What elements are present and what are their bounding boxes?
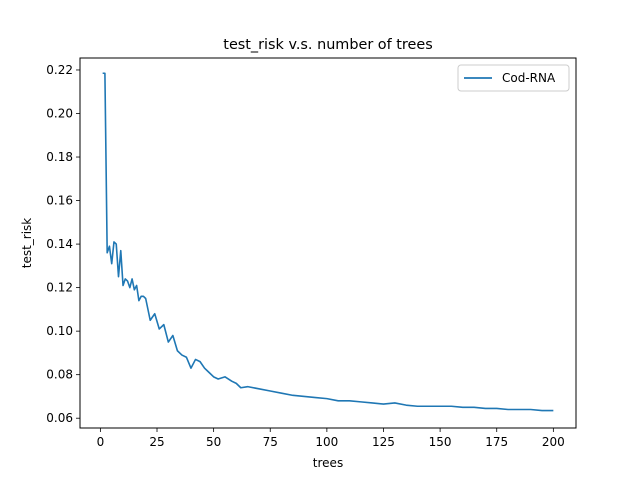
plot-frame <box>79 57 577 429</box>
y-tick-label: 0.14 <box>46 237 73 251</box>
y-axis: 0.06 0.08 0.10 0.12 0.14 0.16 0.18 0.20 0.22 <box>46 63 80 425</box>
series-line-cod-rna <box>102 72 554 412</box>
series-layer <box>102 72 554 412</box>
legend-label-cod-rna: Cod-RNA <box>502 71 556 85</box>
x-tick-label: 200 <box>542 435 565 449</box>
y-axis-label: test_risk <box>20 218 34 269</box>
y-tick-label: 0.06 <box>46 411 73 425</box>
legend: Cod-RNA <box>457 64 570 92</box>
y-tick-label: 0.08 <box>46 368 73 382</box>
chart-title: test_risk v.s. number of trees <box>223 37 432 53</box>
y-tick-label: 0.18 <box>46 150 73 164</box>
x-tick-label: 125 <box>372 435 395 449</box>
y-tick-label: 0.16 <box>46 194 73 208</box>
x-axis-label: trees <box>313 456 343 470</box>
x-axis: 0 25 50 75 100 125 150 175 200 <box>97 428 565 449</box>
x-tick-label: 100 <box>315 435 338 449</box>
y-tick-label: 0.10 <box>46 324 73 338</box>
legend-box <box>457 64 570 92</box>
x-tick-label: 25 <box>149 435 164 449</box>
y-tick-label: 0.12 <box>46 281 73 295</box>
y-tick-label: 0.22 <box>46 63 73 77</box>
y-tick-label: 0.20 <box>46 107 73 121</box>
x-tick-label: 0 <box>97 435 105 449</box>
x-tick-label: 75 <box>263 435 278 449</box>
x-tick-label: 50 <box>206 435 221 449</box>
x-tick-label: 175 <box>485 435 508 449</box>
x-tick-label: 150 <box>429 435 452 449</box>
